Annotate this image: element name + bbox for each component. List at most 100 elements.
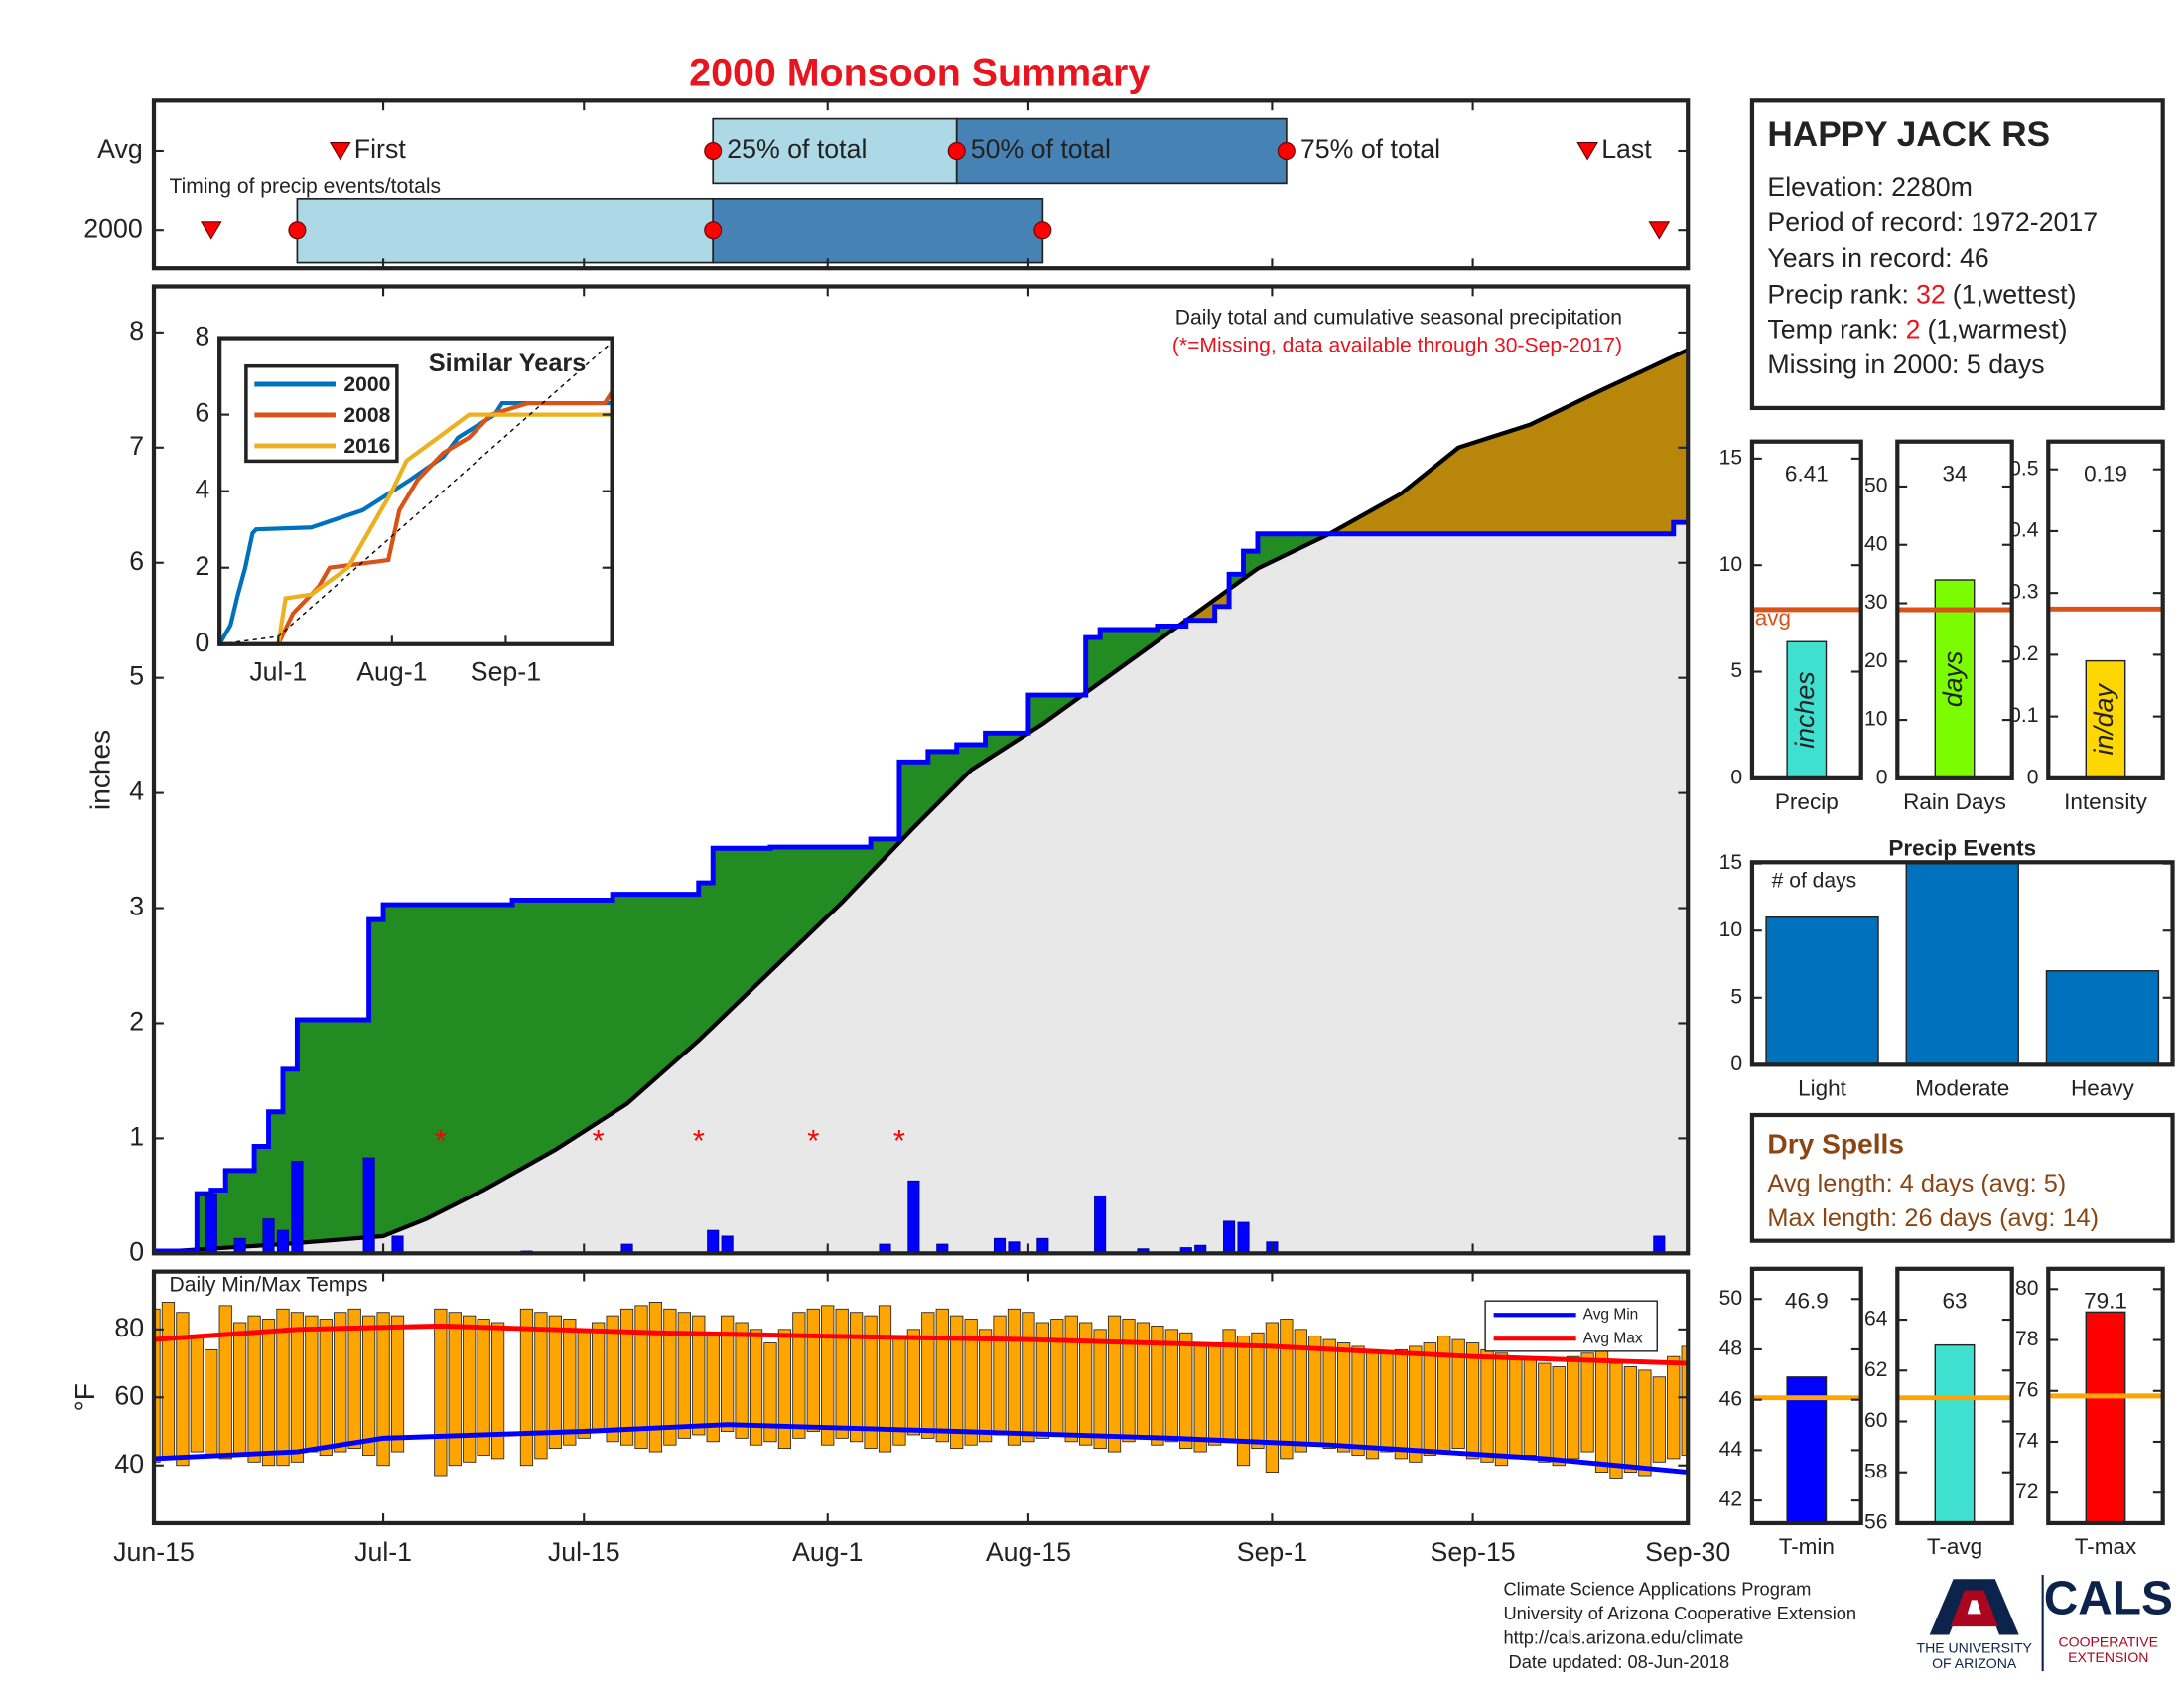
timing-dot (1277, 141, 1296, 160)
y-tick-label: 62 (1864, 1358, 1887, 1381)
footer-line: Climate Science Applications Program (1503, 1578, 1811, 1599)
bar (1786, 640, 1828, 779)
temp-bar (648, 1302, 663, 1453)
missing-marker: * (435, 1123, 447, 1158)
temp-frame (151, 1269, 1691, 1526)
temp-bar (964, 1319, 978, 1446)
temp-bar (677, 1312, 691, 1439)
timing-dot (288, 221, 307, 240)
y-tick-label: 40 (1864, 532, 1887, 555)
y-tick-label: 0 (195, 628, 209, 657)
temp-bar (1494, 1352, 1509, 1467)
temp-bar (1251, 1332, 1265, 1450)
temp-bar (1523, 1359, 1537, 1456)
daily-bar (907, 1180, 920, 1254)
value-label: 46.9 (1785, 1289, 1829, 1314)
y-tick-label: 50 (1719, 1287, 1742, 1310)
timing-triangle (1576, 141, 1598, 161)
temp-bar (1022, 1312, 1035, 1443)
logo-a-hole (1967, 1600, 1981, 1615)
timing-bar (955, 117, 1288, 185)
row-label: Avg (97, 134, 143, 164)
temp-bar (835, 1308, 849, 1439)
temp-bar (1107, 1315, 1122, 1453)
legend-label: Avg Min (1583, 1306, 1639, 1323)
temp-bar (1652, 1376, 1666, 1463)
logo-text: OF ARIZONA (1932, 1655, 2017, 1671)
y-tick-label: 5 (1730, 985, 1742, 1008)
timing-bar (712, 197, 1044, 264)
temp-bar (1151, 1325, 1164, 1446)
daily-bar (391, 1235, 404, 1254)
logo-text: EXTENSION (2068, 1649, 2148, 1665)
y-tick-label: 15 (1719, 851, 1742, 874)
temp-bar (950, 1315, 964, 1450)
logo-cals: CALS (2044, 1572, 2173, 1624)
legend-label: 2008 (343, 404, 390, 427)
station-rank: Precip rank: 32 (1,wettest) (1767, 279, 2076, 309)
y-tick-label: 76 (2015, 1378, 2038, 1401)
y-tick-label: 0 (129, 1236, 144, 1266)
missing-marker: * (593, 1123, 605, 1158)
daily-bar (707, 1229, 720, 1254)
y-tick-label: 56 (1864, 1511, 1887, 1534)
temp-bar (663, 1308, 677, 1446)
timing-label: 25% of total (727, 134, 867, 164)
temp-bar (978, 1329, 993, 1443)
footer-line: Date updated: 08-Jun-2018 (1503, 1651, 1729, 1672)
x-tick-label: T-max (2075, 1534, 2137, 1559)
x-tick-label: Jul-15 (548, 1537, 620, 1567)
y-tick-label: 60 (114, 1380, 144, 1410)
temp-bar (735, 1322, 749, 1439)
x-tick-label: Aug-1 (356, 656, 427, 686)
temp-bar (247, 1315, 261, 1463)
y-tick-label: 10 (1864, 708, 1887, 731)
daily-bar (233, 1237, 246, 1254)
inset-title: Similar Years (429, 350, 587, 377)
base-area (154, 522, 1689, 1254)
temp-bar (619, 1308, 634, 1446)
temp-bar (376, 1312, 390, 1467)
x-tick-label: Aug-1 (792, 1537, 863, 1567)
precip-frame (151, 284, 1691, 1256)
x-tick-label: Moderate (1915, 1076, 2009, 1101)
temp-bar (161, 1302, 176, 1460)
legend-label: 2016 (343, 435, 390, 458)
temp-bar (463, 1315, 477, 1463)
temp-bar (864, 1315, 878, 1450)
y-tick-label: 15 (1719, 446, 1742, 469)
timing-label: Last (1601, 134, 1652, 164)
temp-bar (233, 1322, 247, 1456)
y-tick-label: 0 (1730, 1053, 1742, 1075)
x-tick-label: Sep-1 (1237, 1537, 1307, 1567)
temp-bar (1079, 1322, 1093, 1446)
rank-label: Temp rank: (1767, 315, 1898, 345)
timing-dot (704, 141, 723, 160)
y-tick-label: 1 (129, 1121, 144, 1151)
dry-frame (1749, 1112, 2175, 1243)
station-rank: Temp rank: 2 (1,warmest) (1767, 315, 2067, 345)
x-tick-label: Sep-15 (1431, 1537, 1516, 1567)
x-tick-label: Jun-15 (113, 1537, 195, 1567)
temp-bar (154, 1308, 161, 1463)
bar-frame (2046, 1266, 2165, 1526)
temp-bar (993, 1315, 1007, 1436)
temp-bar (1465, 1342, 1480, 1460)
temp-bar (1337, 1342, 1351, 1453)
missing-marker: * (807, 1123, 819, 1158)
rank-value: 2 (1906, 315, 1921, 345)
footer-line: University of Arizona Cooperative Extens… (1503, 1603, 1856, 1623)
y-tick-label: 60 (1864, 1409, 1887, 1432)
temp-bar (1179, 1332, 1193, 1450)
x-tick-label: T-avg (1927, 1534, 1982, 1559)
temp-bar (634, 1305, 648, 1450)
annotation: Daily total and cumulative seasonal prec… (1175, 306, 1622, 329)
temp-bar (534, 1312, 548, 1460)
x-tick-label: Aug-15 (986, 1537, 1071, 1567)
daily-bar (1237, 1221, 1250, 1254)
temp-bar (548, 1315, 562, 1450)
timing-frame (151, 98, 1691, 271)
temp-bar (1050, 1319, 1064, 1436)
